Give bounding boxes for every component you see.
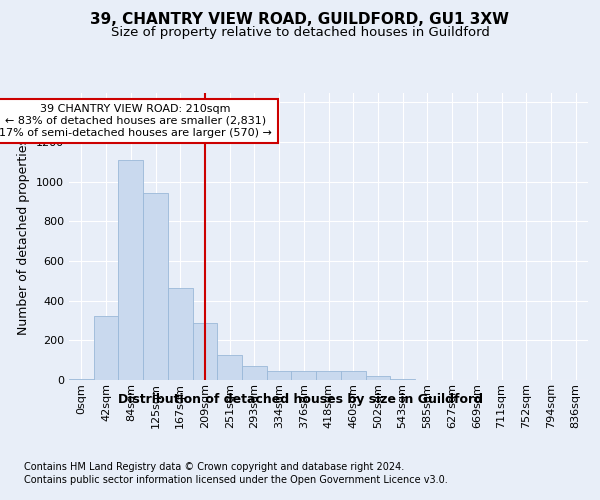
Text: Contains public sector information licensed under the Open Government Licence v3: Contains public sector information licen… xyxy=(24,475,448,485)
Bar xyxy=(390,379,415,380)
Text: 39, CHANTRY VIEW ROAD, GUILDFORD, GU1 3XW: 39, CHANTRY VIEW ROAD, GUILDFORD, GU1 3X… xyxy=(91,12,509,28)
Bar xyxy=(69,379,94,380)
Bar xyxy=(365,376,390,380)
Bar xyxy=(168,288,193,380)
Bar xyxy=(94,316,118,380)
Bar xyxy=(118,160,143,380)
Bar xyxy=(143,192,168,380)
Bar xyxy=(242,366,267,380)
Text: Contains HM Land Registry data © Crown copyright and database right 2024.: Contains HM Land Registry data © Crown c… xyxy=(24,462,404,472)
Bar xyxy=(193,324,217,380)
Text: Distribution of detached houses by size in Guildford: Distribution of detached houses by size … xyxy=(118,392,482,406)
Bar xyxy=(316,371,341,380)
Bar xyxy=(341,371,365,380)
Bar xyxy=(217,355,242,380)
Text: Size of property relative to detached houses in Guildford: Size of property relative to detached ho… xyxy=(110,26,490,39)
Bar xyxy=(267,371,292,380)
Bar xyxy=(292,371,316,380)
Y-axis label: Number of detached properties: Number of detached properties xyxy=(17,138,31,335)
Text: 39 CHANTRY VIEW ROAD: 210sqm
← 83% of detached houses are smaller (2,831)
17% of: 39 CHANTRY VIEW ROAD: 210sqm ← 83% of de… xyxy=(0,104,272,138)
